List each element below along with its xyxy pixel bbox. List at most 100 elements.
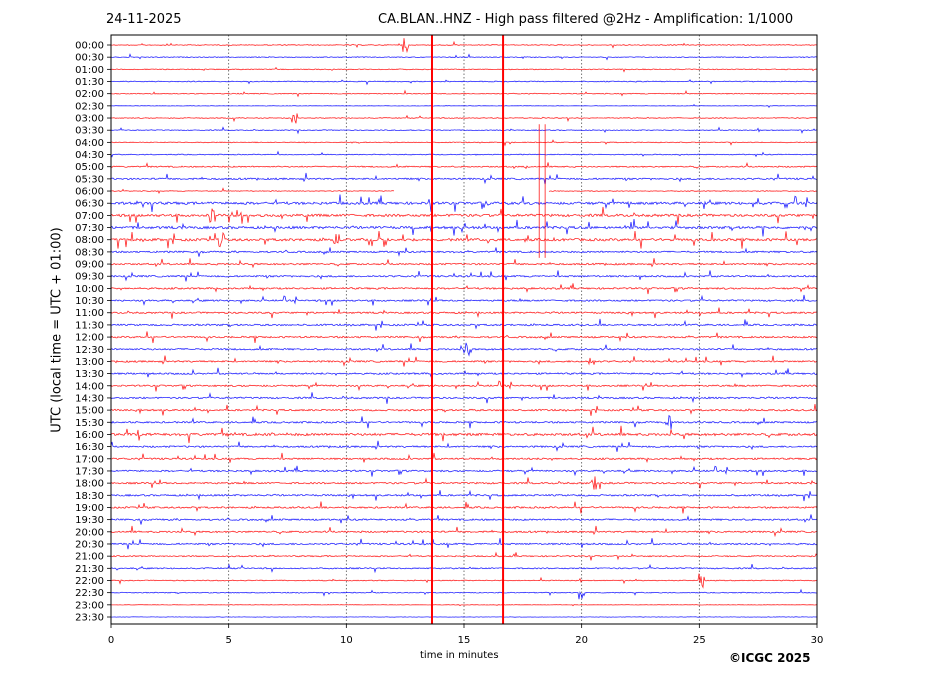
trace-1630 (110, 440, 818, 452)
y-tick-label: 03:30 (75, 126, 104, 137)
y-tick-label: 16:00 (75, 430, 104, 441)
trace-1500 (110, 404, 818, 416)
trace-1730 (110, 465, 817, 477)
trace-1400 (110, 380, 818, 392)
trace-1700 (110, 452, 818, 463)
y-tick-label: 17:00 (75, 454, 104, 465)
trace-2200 (110, 573, 818, 589)
y-tick-label: 17:30 (75, 466, 104, 477)
y-tick-label: 01:00 (75, 65, 104, 76)
y-tick-label: 07:30 (75, 223, 104, 234)
x-tick-label: 0 (108, 635, 114, 646)
trace-2030 (110, 538, 818, 550)
y-tick-label: 05:30 (75, 174, 104, 185)
trace-0430 (110, 150, 818, 158)
y-tick-label: 10:30 (75, 296, 104, 307)
y-tick-label: 02:30 (75, 101, 104, 112)
y-tick-label: 11:30 (75, 320, 104, 331)
y-tick-label: 18:30 (75, 491, 104, 502)
trace-1130 (110, 318, 818, 331)
y-tick-label: 09:30 (75, 272, 104, 283)
y-tick-label: 00:00 (75, 41, 104, 52)
y-tick-label: 11:00 (75, 308, 104, 319)
trace-1100 (110, 307, 818, 319)
trace-1300 (110, 355, 818, 367)
trace-0630 (110, 194, 818, 213)
trace-0600 (110, 187, 395, 194)
y-tick-label: 02:00 (75, 89, 104, 100)
y-tick-label: 14:00 (75, 381, 104, 392)
y-tick-label: 19:00 (75, 503, 104, 514)
y-tick-label: 01:30 (75, 77, 104, 88)
x-tick-label: 25 (693, 635, 706, 646)
trace-0800 (110, 230, 817, 249)
y-tick-label: 03:00 (75, 114, 104, 125)
y-tick-label: 22:30 (75, 588, 104, 599)
trace-1600 (110, 425, 818, 444)
x-tick-label: 20 (575, 635, 588, 646)
y-tick-label: 23:30 (75, 613, 104, 624)
y-tick-label: 23:00 (75, 600, 104, 611)
trace-2130 (110, 563, 818, 574)
x-tick-label: 10 (340, 635, 353, 646)
y-tick-label: 19:30 (75, 515, 104, 526)
y-tick-label: 04:30 (75, 150, 104, 161)
y-tick-label: 14:30 (75, 393, 104, 404)
trace-2230 (110, 588, 817, 600)
trace-0230 (110, 103, 817, 109)
trace-1030 (110, 294, 818, 306)
y-tick-label: 20:00 (75, 527, 104, 538)
trace-0900 (110, 258, 818, 269)
y-tick-label: 05:00 (75, 162, 104, 173)
y-tick-label: 04:00 (75, 138, 104, 149)
trace-0500 (110, 162, 818, 170)
trace-0330 (110, 126, 818, 135)
trace-1800 (110, 476, 818, 490)
y-tick-label: 08:00 (75, 235, 104, 246)
x-tick-label: 30 (811, 635, 824, 646)
trace-0530 (110, 172, 817, 185)
y-tick-label: 09:00 (75, 260, 104, 271)
trace-1530 (110, 414, 818, 430)
trace-0700 (110, 206, 818, 225)
trace-0400 (110, 139, 818, 147)
trace-1330 (110, 367, 818, 379)
y-tick-label: 06:30 (75, 199, 104, 210)
y-tick-label: 21:00 (75, 552, 104, 563)
y-tick-label: 20:30 (75, 539, 104, 550)
trace-1200 (110, 331, 818, 344)
trace-2300 (110, 604, 818, 607)
y-tick-label: 16:30 (75, 442, 104, 453)
trace-2000 (110, 525, 818, 538)
chart-title: CA.BLAN..HNZ - High pass filtered @2Hz -… (378, 12, 794, 27)
y-tick-label: 06:00 (75, 187, 104, 198)
y-tick-label: 12:00 (75, 333, 104, 344)
y-tick-label: 15:30 (75, 418, 104, 429)
copyright-label: ©ICGC 2025 (729, 651, 811, 665)
trace-2100 (110, 551, 818, 561)
y-tick-label: 10:00 (75, 284, 104, 295)
trace-1000 (110, 283, 818, 295)
y-tick-label: 15:00 (75, 406, 104, 417)
x-axis-label: time in minutes (420, 650, 499, 661)
trace-1830 (110, 489, 818, 502)
x-tick-label: 5 (225, 635, 231, 646)
trace-0030 (110, 53, 818, 61)
trace-0830 (110, 247, 818, 257)
trace-0130 (110, 79, 818, 86)
y-tick-label: 08:30 (75, 247, 104, 258)
trace-1430 (110, 392, 818, 404)
y-tick-label: 18:00 (75, 479, 104, 490)
trace-0100 (110, 66, 818, 73)
trace-0600 (548, 190, 818, 192)
y-tick-label: 22:00 (75, 576, 104, 587)
trace-1930 (110, 514, 818, 525)
x-tick-label: 15 (458, 635, 471, 646)
trace-1900 (110, 501, 818, 514)
trace-0000 (111, 38, 818, 54)
date-label: 24-11-2025 (106, 12, 182, 27)
y-tick-label: 00:30 (75, 53, 104, 64)
y-tick-label: 07:00 (75, 211, 104, 222)
trace-1230 (110, 342, 818, 357)
